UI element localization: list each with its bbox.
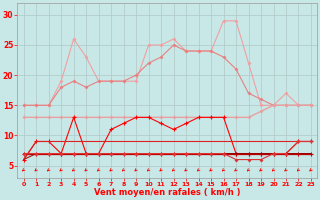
X-axis label: Vent moyen/en rafales ( km/h ): Vent moyen/en rafales ( km/h ) <box>94 188 241 197</box>
